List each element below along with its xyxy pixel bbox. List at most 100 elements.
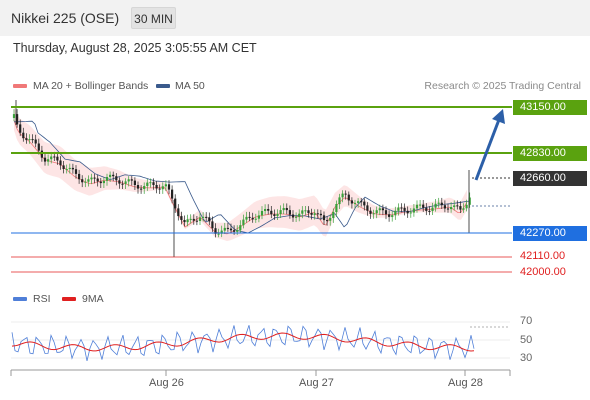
candle-body — [205, 216, 208, 218]
candle-body — [34, 139, 37, 144]
ma50-line — [14, 120, 471, 234]
candle-body — [422, 204, 425, 208]
candle-body — [282, 208, 285, 211]
ma50-legend-swatch — [156, 84, 170, 88]
candle-body — [140, 188, 143, 190]
candle-body — [167, 184, 171, 190]
candle-body — [381, 208, 384, 211]
price-level-lines — [11, 106, 512, 273]
candle-body — [260, 211, 264, 216]
candle-body — [459, 206, 462, 210]
time-axis — [10, 369, 511, 376]
candle-body — [338, 197, 341, 205]
candle-body — [360, 201, 363, 203]
candle-body — [298, 213, 301, 217]
ma50-legend-label: MA 50 — [175, 80, 205, 92]
candle-body — [301, 210, 304, 214]
candle-body — [437, 202, 440, 204]
candle-body — [372, 213, 375, 215]
forecast-arrow-line — [474, 116, 502, 181]
candle-body — [59, 160, 62, 166]
candle-body — [96, 178, 99, 182]
rsi-tick-30: 30 — [520, 352, 533, 364]
candle-body — [220, 230, 223, 234]
timeframe-button[interactable]: 30 MIN — [131, 7, 176, 29]
candle-body — [102, 180, 105, 184]
support-2-label: 42000.00 — [520, 266, 566, 278]
candle-body — [254, 218, 257, 220]
candle-body — [313, 213, 316, 215]
candle-body — [127, 179, 130, 182]
candle-body — [214, 228, 217, 234]
candle-body — [384, 210, 388, 215]
candle-body — [84, 181, 87, 183]
candle-body — [267, 209, 270, 211]
candle-body — [394, 210, 397, 216]
candle-body — [329, 218, 332, 221]
candle-body — [347, 194, 350, 201]
candle-body — [239, 225, 242, 231]
candle-body — [450, 207, 453, 210]
candle-body — [211, 221, 214, 229]
candle-body — [124, 181, 127, 184]
candle-body — [257, 215, 260, 219]
candle-body — [74, 169, 78, 174]
candle-body — [397, 207, 400, 211]
candle-body — [335, 204, 338, 212]
candle-body — [388, 214, 391, 217]
candle-body — [233, 230, 236, 232]
candle-body — [375, 210, 378, 214]
candle-body — [208, 217, 211, 222]
candle-body — [279, 210, 282, 214]
candles — [12, 100, 471, 257]
candle-body — [158, 188, 161, 190]
candle-body — [65, 169, 68, 170]
candle-body — [341, 193, 344, 198]
rsi-legend-label: RSI — [33, 293, 51, 305]
candle-body — [229, 228, 233, 231]
candle-body — [322, 215, 326, 221]
candle-body — [192, 218, 195, 221]
resistance-2-label: 43150.00 — [513, 100, 587, 115]
candle-body — [71, 167, 74, 170]
candle-body — [307, 210, 310, 213]
candle-body — [409, 212, 412, 214]
candle-body — [16, 114, 19, 125]
candle-body — [152, 182, 155, 185]
candle-body — [177, 208, 180, 217]
resistance-1-label: 42830.00 — [513, 146, 587, 161]
rsi-line — [11, 325, 475, 361]
ma9-legend-label: 9MA — [82, 293, 104, 305]
rsi-ma9-line — [11, 332, 475, 352]
candle-body — [217, 233, 220, 235]
candle-body — [363, 201, 366, 206]
candle-body — [161, 186, 164, 190]
candle-body — [453, 205, 456, 207]
candle-body — [310, 212, 313, 215]
candle-body — [295, 216, 298, 218]
candle-body — [40, 150, 43, 158]
candle-body — [198, 217, 202, 221]
candle-body — [143, 186, 146, 189]
candle-body — [53, 156, 56, 158]
candle-body — [288, 210, 291, 215]
instrument-title: Nikkei 225 (OSE) — [11, 10, 120, 26]
ma20-legend-label: MA 20 + Bollinger Bands — [33, 80, 149, 92]
candle-body — [31, 139, 34, 141]
candle-body — [50, 156, 53, 160]
candle-body — [369, 210, 372, 214]
x-label-aug26: Aug 26 — [149, 377, 184, 389]
candle-body — [164, 184, 167, 187]
candle-body — [357, 201, 360, 203]
x-label-aug27: Aug 27 — [299, 377, 334, 389]
candle-body — [428, 210, 431, 212]
candle-body — [431, 207, 434, 211]
ma9-legend-swatch — [62, 297, 76, 301]
candle-body — [462, 208, 465, 210]
candle-body — [419, 204, 422, 206]
candle-body — [248, 216, 251, 218]
candle-body — [350, 200, 353, 204]
candle-body — [99, 181, 102, 184]
pivot-label: 42270.00 — [513, 226, 587, 241]
candle-body — [251, 217, 254, 220]
